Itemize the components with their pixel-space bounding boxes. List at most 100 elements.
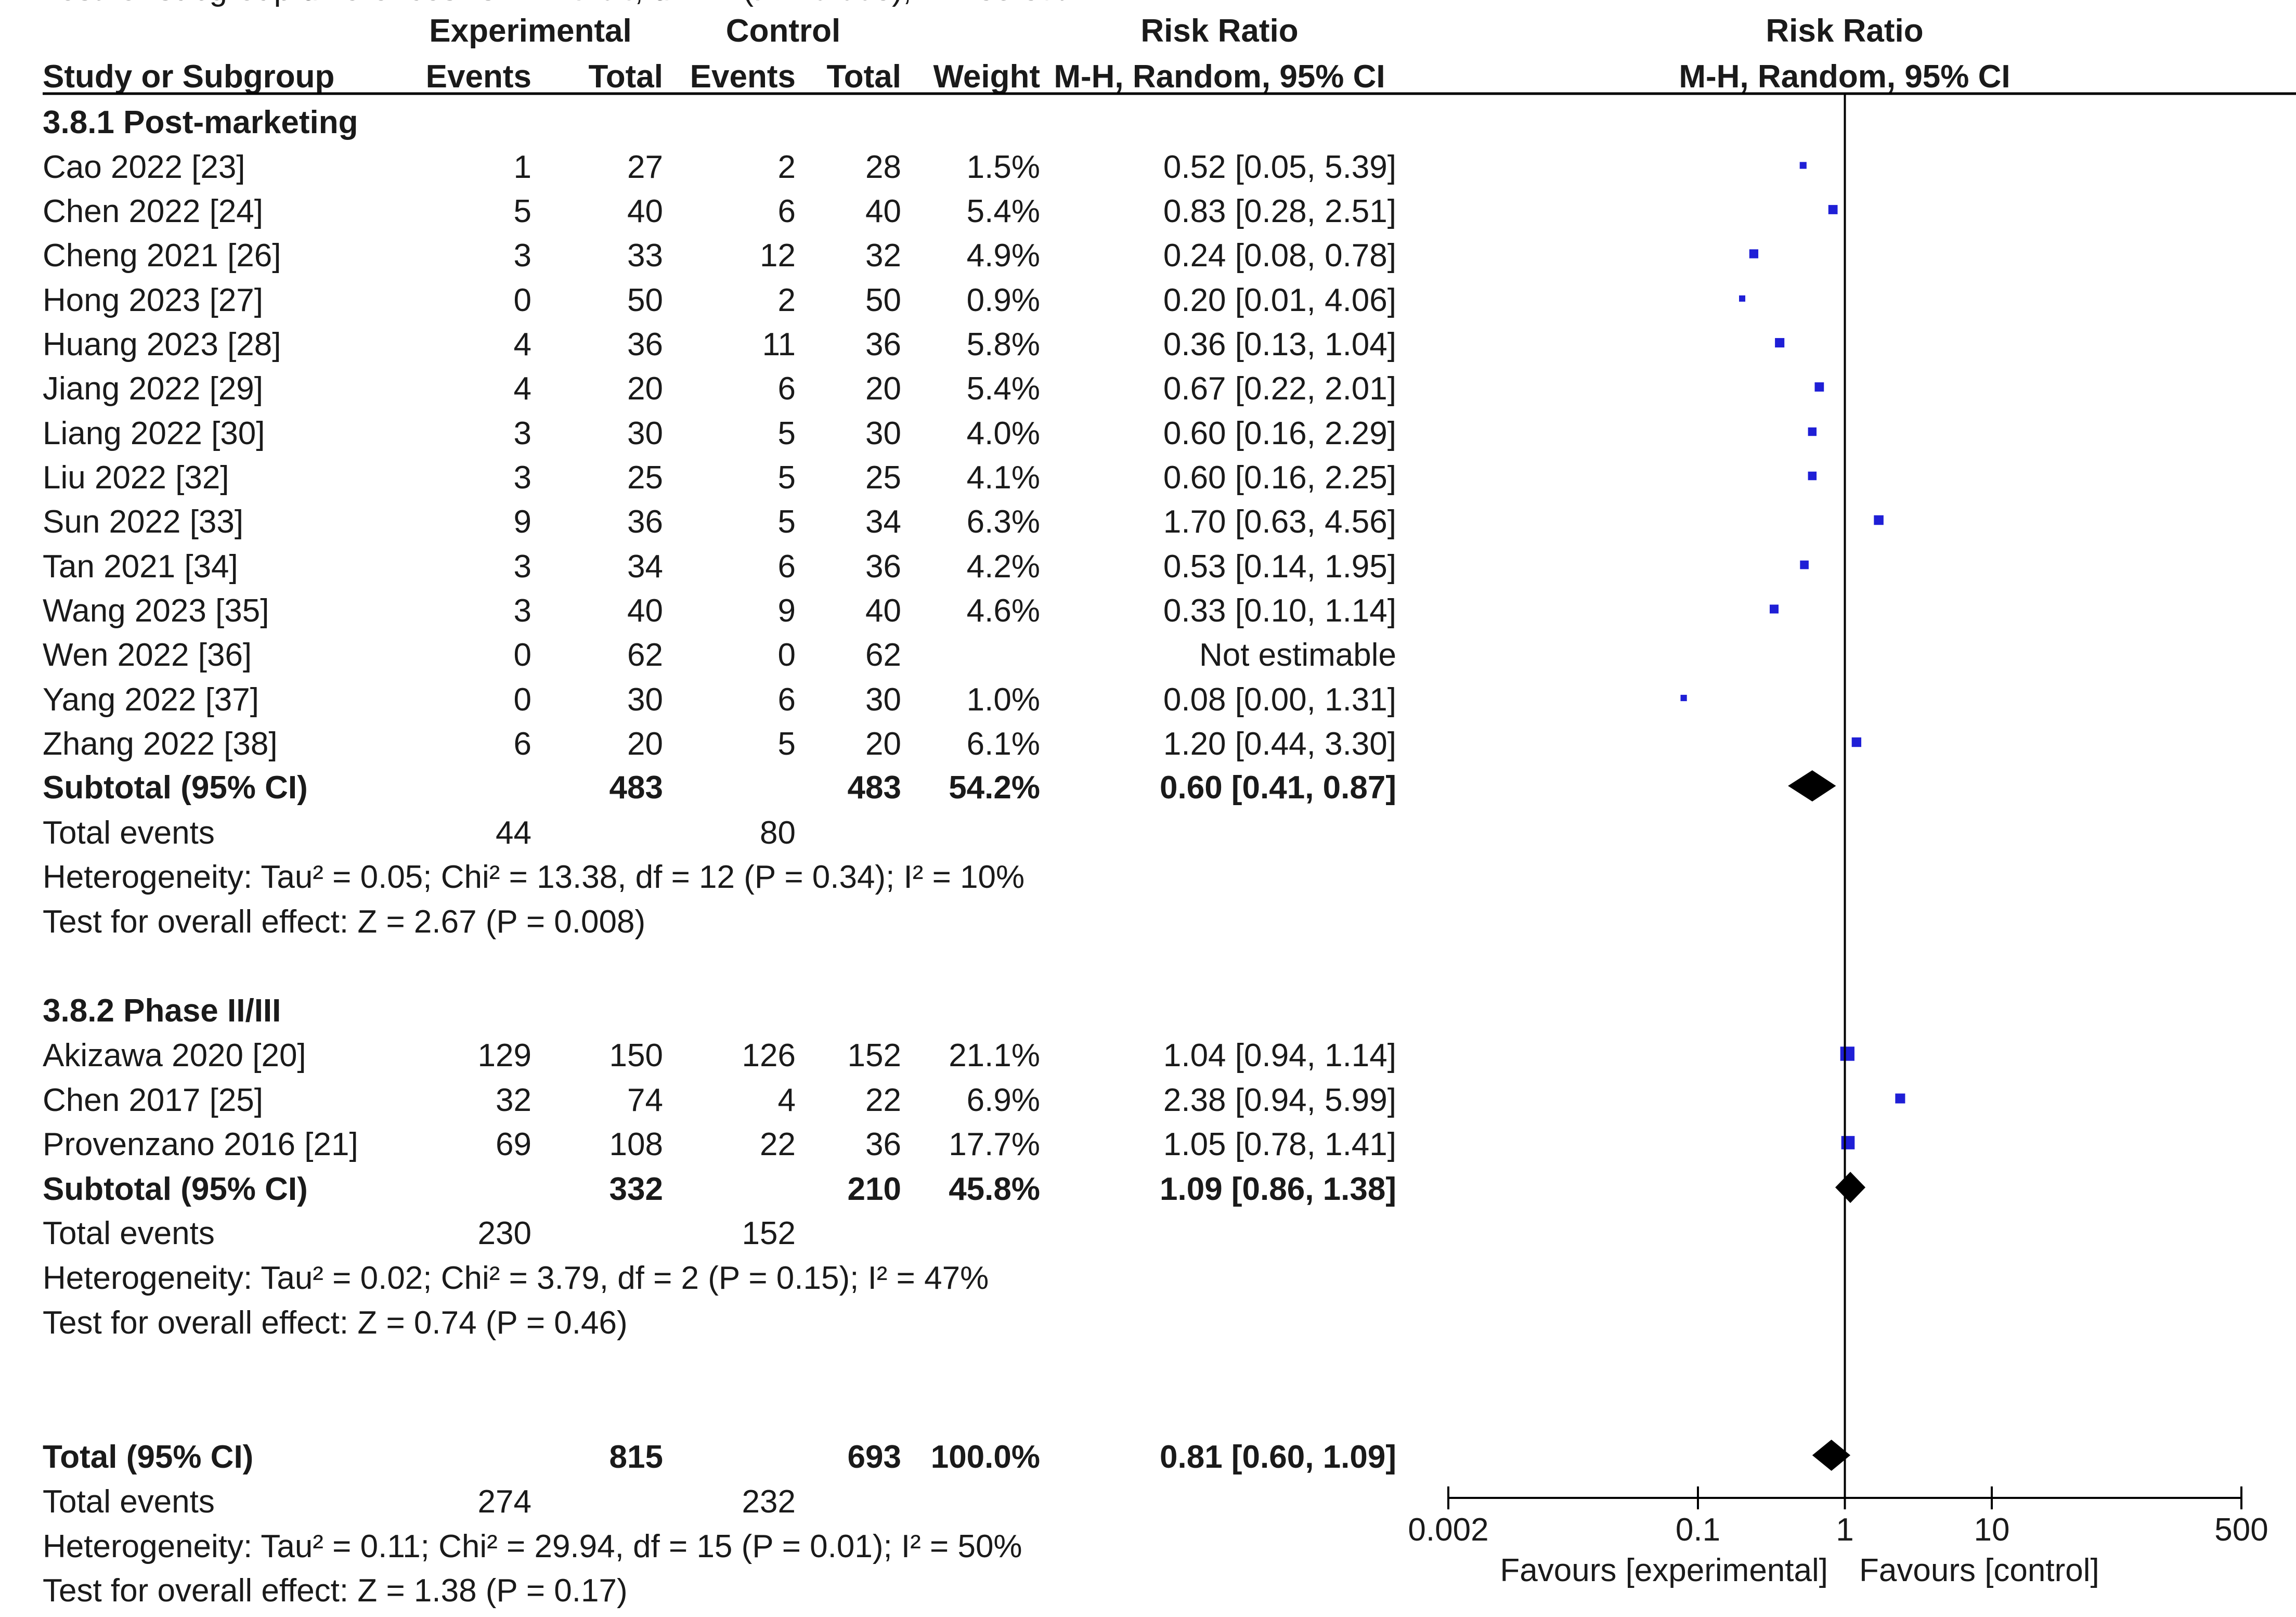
study-exp-total: 40 [627,593,663,629]
study-exp-total: 20 [627,371,663,407]
subtotal-ci-text: 0.81 [0.60, 1.09] [1160,1439,1396,1475]
study-ctrl-total: 30 [865,682,901,718]
study-label: Provenzano 2016 [21] [43,1127,358,1162]
study-ci-text: 0.24 [0.08, 0.78] [1163,238,1396,274]
study-exp-events: 5 [514,193,531,229]
total-events-ctrl: 80 [760,815,796,851]
study-label: Cao 2022 [23] [43,149,245,185]
study-exp-total: 20 [627,726,663,762]
study-weight: 4.9% [967,238,1040,274]
study-ctrl-events: 9 [778,593,796,629]
study-weight: 5.8% [967,327,1040,363]
study-ctrl-total: 36 [865,327,901,363]
subtotal-weight: 45.8% [949,1171,1040,1207]
study-exp-events: 6 [514,726,531,762]
subtotal-weight: 100.0% [931,1439,1040,1475]
subtotal-ctrl-total: 693 [848,1439,901,1475]
study-ci-text: 0.08 [0.00, 1.31] [1163,682,1396,718]
study-exp-total: 50 [627,282,663,318]
study-exp-events: 4 [514,327,531,363]
study-ctrl-total: 34 [865,504,901,540]
study-weight: 6.3% [967,504,1040,540]
effect-point [1799,162,1807,169]
study-ci-text: 0.53 [0.14, 1.95] [1163,549,1396,585]
study-label: Jiang 2022 [29] [43,371,263,407]
study-exp-events: 0 [514,637,531,673]
study-weight: 4.0% [967,416,1040,451]
study-exp-events: 4 [514,371,531,407]
header-risk-ratio: Risk Ratio [1140,13,1298,49]
effect-point [1840,1046,1854,1061]
x-tick-label: 0.1 [1676,1512,1720,1548]
subtotal-ci-text: 0.60 [0.41, 0.87] [1160,770,1396,806]
pooled-diamond [1812,1440,1851,1471]
subtotal-ctrl-total: 483 [848,770,901,806]
study-weight: 4.6% [967,593,1040,629]
effect-point [1808,471,1817,481]
study-label: Wang 2023 [35] [43,593,269,629]
study-ctrl-events: 4 [778,1082,796,1118]
effect-point [1814,382,1824,392]
favours-experimental-label: Favours [experimental] [1500,1553,1828,1588]
effect-point [1808,427,1817,436]
study-exp-total: 36 [627,327,663,363]
study-label: Chen 2017 [25] [43,1082,263,1118]
subtotal-ci-text: 1.09 [0.86, 1.38] [1160,1171,1396,1207]
study-exp-events: 69 [496,1127,531,1162]
x-tick-label: 0.002 [1408,1512,1488,1548]
study-ctrl-events: 2 [778,149,796,185]
study-exp-total: 33 [627,238,663,274]
study-weight: 6.9% [967,1082,1040,1118]
effect-point [1828,205,1838,214]
x-tick-label: 500 [2214,1512,2268,1548]
effect-point [1841,1136,1855,1149]
study-label: Sun 2022 [33] [43,504,243,540]
total-events-exp: 44 [496,815,531,851]
study-ctrl-events: 5 [778,416,796,451]
total-events-ctrl: 232 [742,1484,796,1520]
study-exp-total: 150 [609,1038,663,1073]
total-events-label: Total events [43,1215,215,1251]
study-ctrl-events: 5 [778,726,796,762]
statistics-note: Heterogeneity: Tau² = 0.02; Chi² = 3.79,… [43,1260,989,1296]
study-weight: 5.4% [967,371,1040,407]
study-label: Cheng 2021 [26] [43,238,281,274]
subtotal-exp-total: 483 [609,770,663,806]
statistics-note: Test for overall effect: Z = 0.74 (P = 0… [43,1305,628,1341]
study-weight: 17.7% [949,1127,1040,1162]
header-ctrl-total: Total [827,59,902,95]
study-ctrl-total: 30 [865,416,901,451]
total-events-exp: 230 [478,1215,531,1251]
total-events-exp: 274 [478,1484,531,1520]
study-label: Zhang 2022 [38] [43,726,278,762]
header-weight: Weight [933,59,1041,95]
study-weight: 21.1% [949,1038,1040,1073]
study-ci-text: 1.05 [0.78, 1.41] [1163,1127,1396,1162]
study-ctrl-total: 152 [848,1038,901,1073]
study-ctrl-events: 5 [778,504,796,540]
study-weight: 5.4% [967,193,1040,229]
study-ctrl-total: 36 [865,549,901,585]
study-ctrl-events: 11 [762,327,796,363]
study-weight: 0.9% [967,282,1040,318]
header-exp-total: Total [589,59,664,95]
effect-point [1749,249,1759,258]
statistics-note: Heterogeneity: Tau² = 0.11; Chi² = 29.94… [43,1529,1022,1564]
x-tick-label: 10 [1974,1512,2010,1548]
statistics-note: Test for overall effect: Z = 1.38 (P = 0… [43,1573,628,1609]
study-exp-total: 108 [609,1127,663,1162]
pooled-diamond [1788,770,1836,801]
effect-point [1680,694,1687,702]
study-exp-total: 62 [627,637,663,673]
study-ctrl-total: 40 [865,593,901,629]
study-exp-total: 74 [627,1082,663,1118]
study-ci-text: 0.67 [0.22, 2.01] [1163,371,1396,407]
subtotal-exp-total: 815 [609,1439,663,1475]
study-exp-events: 32 [496,1082,531,1118]
study-ci-text: 0.83 [0.28, 2.51] [1163,193,1396,229]
study-ctrl-events: 6 [778,682,796,718]
study-ctrl-events: 6 [778,193,796,229]
effect-point [1895,1093,1905,1104]
